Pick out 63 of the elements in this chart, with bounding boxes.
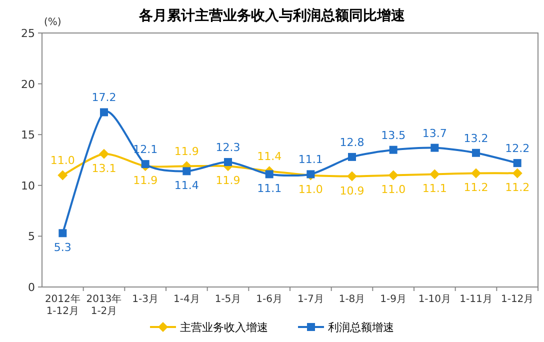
- x-tick-label: 1-6月: [256, 294, 283, 305]
- data-label: 13.2: [464, 132, 488, 145]
- point: [265, 170, 274, 178]
- data-label: 11.2: [464, 181, 488, 194]
- point: [512, 168, 522, 178]
- x-tick-label: 1-9月: [380, 294, 407, 305]
- x-tick-label: 1-12月: [500, 294, 534, 305]
- y-axis-title: (%): [44, 17, 62, 28]
- y-tick-label: 25: [21, 27, 35, 40]
- point: [472, 148, 480, 157]
- data-label: 11.1: [298, 153, 323, 166]
- point: [141, 160, 150, 168]
- point: [58, 229, 67, 238]
- x-tick-label: 1-5月: [214, 294, 242, 305]
- data-label: 11.2: [505, 181, 530, 194]
- point: [389, 146, 398, 154]
- x-tick-label: 1-10月: [418, 294, 452, 305]
- data-label: 11.4: [174, 179, 199, 192]
- y-tick-label: 10: [21, 179, 35, 192]
- y-tick-label: 0: [28, 281, 35, 294]
- point: [348, 152, 356, 161]
- point: [100, 108, 108, 116]
- point: [430, 169, 440, 180]
- y-tick-label: 15: [21, 128, 35, 142]
- data-label: 13.7: [422, 126, 447, 140]
- data-label: 13.1: [92, 162, 116, 175]
- x-tick-label: 1-4月: [173, 294, 200, 305]
- x-tick-label: 1-7月: [297, 294, 324, 305]
- point: [388, 170, 398, 180]
- x-tick-label: 2013年 1-2月: [86, 293, 122, 317]
- x-tick-label: 1-8月: [338, 294, 366, 305]
- legend-label: 利润总额增速: [328, 321, 394, 334]
- data-label: 5.3: [54, 241, 72, 254]
- data-label: 11.9: [216, 174, 240, 188]
- data-label: 11.0: [298, 183, 323, 196]
- data-label: 12.8: [340, 136, 364, 149]
- data-label: 12.3: [216, 141, 240, 154]
- data-label: 11.1: [257, 182, 282, 196]
- data-label: 12.2: [505, 142, 530, 156]
- data-label: 11.4: [257, 150, 282, 164]
- x-tick-label: 1-11月: [460, 294, 492, 305]
- data-label: 11.0: [381, 183, 406, 196]
- data-label: 11.9: [133, 174, 158, 188]
- chart-title: 各月累计主营业务收入与利润总额同比增速: [138, 7, 406, 24]
- x-tick-label: 1-3月: [132, 294, 159, 305]
- point: [224, 158, 232, 166]
- x-tick-label: 2012年 1-12月: [44, 293, 80, 317]
- legend-label: 主营业务收入增速: [180, 321, 268, 334]
- point: [182, 167, 191, 176]
- data-label: 11.0: [50, 154, 75, 168]
- data-label: 11.1: [422, 182, 447, 196]
- point: [471, 168, 481, 178]
- point: [58, 170, 68, 180]
- y-tick-label: 5: [28, 230, 35, 244]
- point: [347, 171, 357, 182]
- point: [430, 144, 439, 152]
- data-label: 11.9: [174, 145, 199, 158]
- y-tick-label: 20: [21, 78, 35, 91]
- data-label: 17.2: [92, 91, 116, 104]
- data-label: 10.9: [340, 184, 364, 198]
- point: [513, 159, 522, 168]
- point: [99, 148, 109, 159]
- data-label: 13.5: [381, 128, 406, 142]
